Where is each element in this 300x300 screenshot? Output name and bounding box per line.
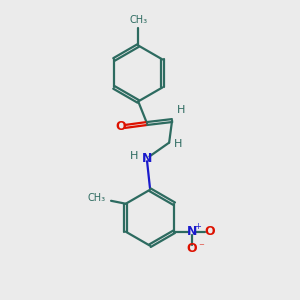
Text: H: H (130, 152, 138, 161)
Text: N: N (142, 152, 152, 165)
Text: H: H (174, 139, 182, 149)
Text: O: O (115, 120, 126, 133)
Text: O: O (187, 242, 197, 255)
Text: ⁻: ⁻ (198, 243, 204, 253)
Text: H: H (176, 105, 185, 115)
Text: CH₃: CH₃ (87, 193, 105, 203)
Text: O: O (204, 225, 215, 238)
Text: N: N (187, 225, 197, 238)
Text: +: + (194, 222, 201, 231)
Text: CH₃: CH₃ (129, 15, 147, 26)
